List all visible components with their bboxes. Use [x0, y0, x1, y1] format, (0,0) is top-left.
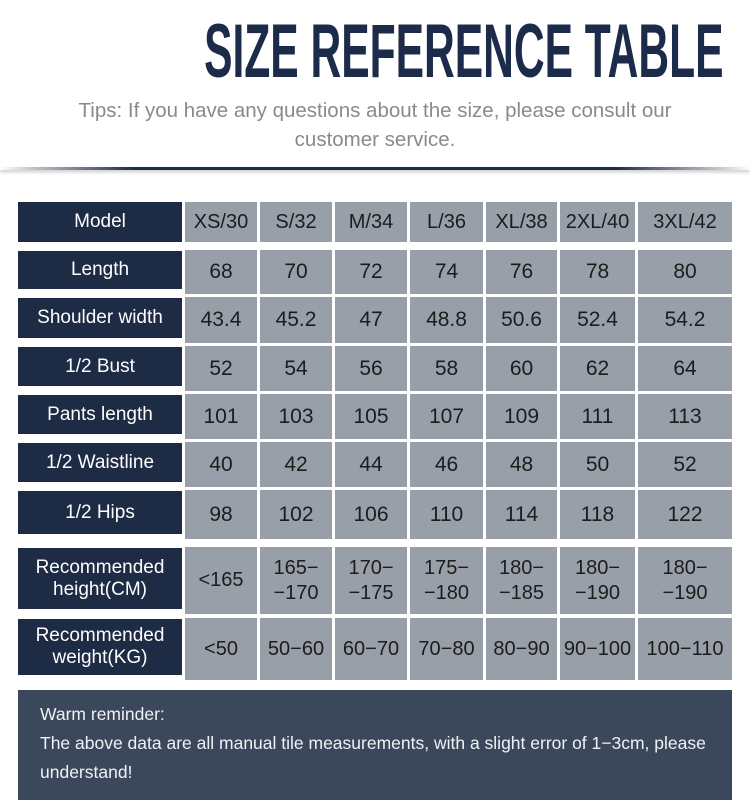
size-cell: 118: [560, 490, 635, 539]
size-cell: 48.8: [410, 297, 483, 343]
size-cell: 47: [335, 297, 407, 343]
size-cell: 109: [486, 394, 557, 439]
row-label-recommended-weight: Recommended weight(KG): [18, 619, 182, 675]
size-cell: 180− −185: [486, 547, 557, 614]
size-cell: S/32: [260, 202, 332, 242]
size-cell: 56: [335, 346, 407, 391]
table-row-recommended-height: Recommended height(CM) <165 165− −170 17…: [18, 547, 732, 614]
warm-reminder-title: Warm reminder:: [40, 704, 165, 724]
size-cell: 103: [260, 394, 332, 439]
row-label-half-waistline: 1/2 Waistline: [18, 443, 182, 482]
size-cell: 90−100: [560, 618, 635, 680]
table-row-length: Length 68 70 72 74 76 78 80: [18, 250, 732, 294]
size-cell: 74: [410, 250, 483, 294]
row-label-shoulder-width: Shoulder width: [18, 298, 182, 338]
size-cell: 40: [185, 442, 257, 487]
size-cell: 98: [185, 490, 257, 539]
header-divider: [0, 167, 750, 170]
size-cell: 42: [260, 442, 332, 487]
size-table: Model XS/30 S/32 M/34 L/36 XL/38 2XL/40 …: [18, 202, 732, 680]
size-cell: 170− −175: [335, 547, 407, 614]
size-cell: 46: [410, 442, 483, 487]
row-label-half-hips: 1/2 Hips: [18, 491, 182, 534]
size-cell: 45.2: [260, 297, 332, 343]
size-cell: 175− −180: [410, 547, 483, 614]
warm-reminder-box: Warm reminder: The above data are all ma…: [18, 690, 732, 800]
size-cell: 60: [486, 346, 557, 391]
size-cell: 70−80: [410, 618, 483, 680]
row-label-model: Model: [18, 202, 182, 242]
size-cell: 68: [185, 250, 257, 294]
size-cell: 2XL/40: [560, 202, 635, 242]
size-cell: M/34: [335, 202, 407, 242]
table-row-half-waistline: 1/2 Waistline 40 42 44 46 48 50 52: [18, 442, 732, 487]
table-row-pants-length: Pants length 101 103 105 107 109 111 113: [18, 394, 732, 439]
size-cell: 80−90: [486, 618, 557, 680]
size-cell: 122: [638, 490, 732, 539]
tips-text: Tips: If you have any questions about th…: [78, 99, 672, 151]
size-cell: 60−70: [335, 618, 407, 680]
table-row-model: Model XS/30 S/32 M/34 L/36 XL/38 2XL/40 …: [18, 202, 732, 242]
row-label-half-bust: 1/2 Bust: [18, 347, 182, 386]
size-cell: 114: [486, 490, 557, 539]
size-cell: 110: [410, 490, 483, 539]
size-cell: 76: [486, 250, 557, 294]
size-cell: 102: [260, 490, 332, 539]
size-cell: 48: [486, 442, 557, 487]
size-cell: 111: [560, 394, 635, 439]
size-cell: 78: [560, 250, 635, 294]
size-cell: 72: [335, 250, 407, 294]
size-cell: 50.6: [486, 297, 557, 343]
row-label-length: Length: [18, 251, 182, 289]
size-cell: 70: [260, 250, 332, 294]
size-cell: 113: [638, 394, 732, 439]
size-cell: 52.4: [560, 297, 635, 343]
row-label-recommended-height: Recommended height(CM): [18, 548, 182, 609]
size-cell: 100−110: [638, 618, 732, 680]
size-cell: 180− −190: [638, 547, 732, 614]
page-title: SIZE REFERENCE TABLE: [204, 9, 724, 94]
size-cell: 165− −170: [260, 547, 332, 614]
size-cell: 54: [260, 346, 332, 391]
warm-reminder-text: The above data are all manual tile measu…: [40, 733, 706, 782]
table-row-shoulder-width: Shoulder width 43.4 45.2 47 48.8 50.6 52…: [18, 297, 732, 343]
size-cell: 105: [335, 394, 407, 439]
size-cell: 80: [638, 250, 732, 294]
size-cell: 64: [638, 346, 732, 391]
size-cell: L/36: [410, 202, 483, 242]
size-cell: 52: [185, 346, 257, 391]
size-cell: 106: [335, 490, 407, 539]
size-cell: 44: [335, 442, 407, 487]
size-cell: 58: [410, 346, 483, 391]
title-area: SIZE REFERENCE TABLE: [0, 0, 750, 94]
size-cell: 54.2: [638, 297, 732, 343]
size-cell: 101: [185, 394, 257, 439]
size-cell: 50−60: [260, 618, 332, 680]
size-cell: 62: [560, 346, 635, 391]
table-row-half-hips: 1/2 Hips 98 102 106 110 114 118 122: [18, 490, 732, 539]
size-cell: 43.4: [185, 297, 257, 343]
size-cell: 50: [560, 442, 635, 487]
size-cell: 107: [410, 394, 483, 439]
table-row-half-bust: 1/2 Bust 52 54 56 58 60 62 64: [18, 346, 732, 391]
table-row-recommended-weight: Recommended weight(KG) <50 50−60 60−70 7…: [18, 618, 732, 680]
row-label-pants-length: Pants length: [18, 395, 182, 434]
size-cell: XS/30: [185, 202, 257, 242]
size-cell: <165: [185, 547, 257, 614]
size-cell: XL/38: [486, 202, 557, 242]
size-cell: 3XL/42: [638, 202, 732, 242]
size-cell: 52: [638, 442, 732, 487]
size-cell: <50: [185, 618, 257, 680]
size-cell: 180− −190: [560, 547, 635, 614]
